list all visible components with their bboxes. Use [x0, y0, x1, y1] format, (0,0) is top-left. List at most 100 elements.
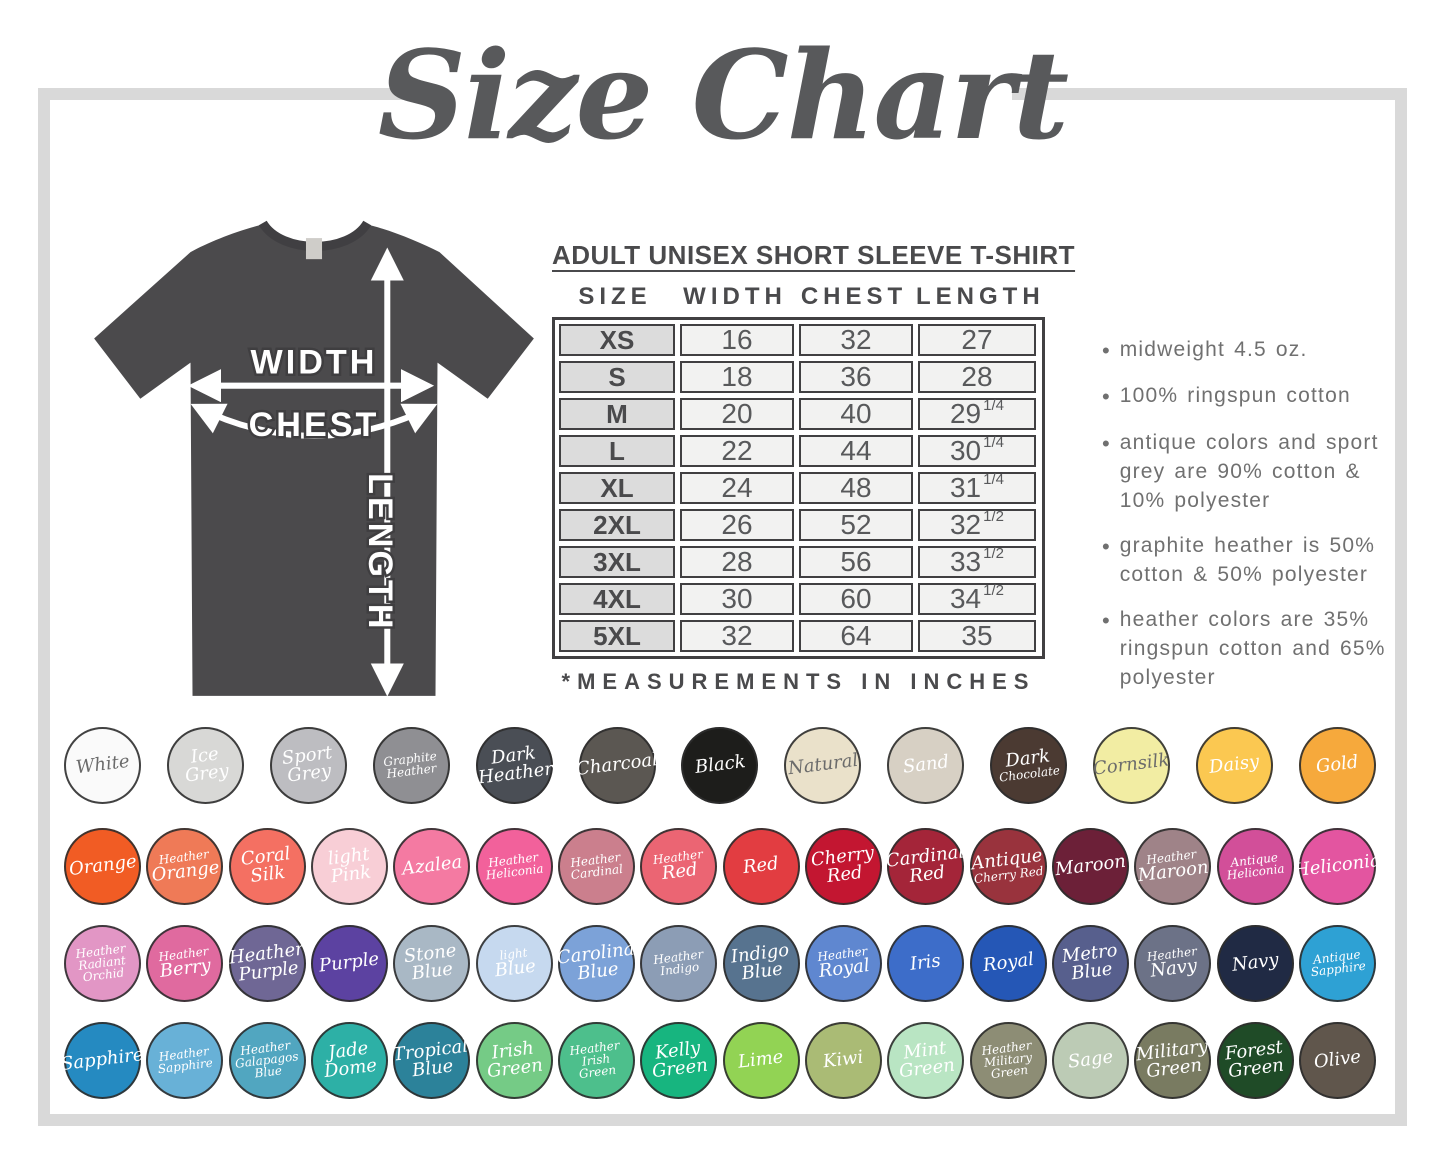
color-swatch-heather-red: Heather Red [640, 828, 718, 905]
width-cell-l: 22 [680, 435, 794, 467]
color-swatch-navy: Navy [1216, 925, 1294, 1002]
color-swatch-red: Red [722, 828, 800, 905]
color-swatch-stone-blue: Stone Blue [393, 925, 471, 1002]
size-cell-l: L [559, 435, 675, 467]
size-table-heading: ADULT UNISEX SHORT SLEEVE T-SHIRT [552, 240, 1076, 270]
length-fraction: 1/2 [983, 507, 1004, 525]
frame-border-top-left [38, 88, 405, 100]
swatch-row-4: Sapphire Heather Sapphire Heather Galapagos B… [60, 1022, 1376, 1099]
swatch-label: White [74, 751, 131, 779]
color-swatch-heather-berry: Heather Berry [146, 925, 224, 1002]
swatch-label: Heather Royal [816, 944, 871, 983]
swatch-label: Forest Green [1223, 1036, 1286, 1083]
swatch-label: Heather Cardinal [569, 850, 625, 883]
color-swatch-heliconia: Heliconia [1293, 828, 1382, 905]
size-cell-m: M [559, 398, 675, 430]
column-header-size: SIZE [578, 283, 652, 310]
color-swatch-royal: Royal [969, 925, 1047, 1002]
color-swatch-heather-heliconia: Heather Heliconia [475, 828, 553, 905]
swatch-label: Heather Military Green [980, 1038, 1033, 1082]
width-cell-xl: 24 [680, 472, 794, 504]
color-swatch-jade-dome: Jade Dome [310, 1022, 388, 1099]
size-cell-2xl: 2XL [559, 509, 675, 541]
width-cell-xs: 16 [680, 324, 794, 356]
bullet-dot: • [1102, 430, 1110, 456]
color-swatch-kiwi: Kiwi [804, 1022, 882, 1099]
color-swatch-cardinal-red: Cardinal Red [884, 828, 965, 905]
color-swatch-antique-heliconia: Antique Heliconia [1216, 828, 1294, 905]
color-swatch-heather-galapagos-blue: Heather Galapagos Blue [228, 1022, 306, 1099]
color-swatch-heather-navy: Heather Navy [1134, 925, 1212, 1002]
swatch-label: Cardinal Red [884, 841, 965, 888]
swatch-label: Coral Silk [240, 843, 292, 888]
width-cell-5xl: 32 [680, 620, 794, 652]
length-fraction: 1/2 [983, 544, 1004, 562]
color-swatch-heather-maroon: Heather Maroon [1134, 828, 1212, 905]
note-text: graphite heather is 50% cotton & 50% pol… [1119, 533, 1376, 586]
length-cell-l: 30 1/4 [918, 435, 1036, 467]
swatch-label: Black [693, 751, 747, 779]
length-cell-2xl: 32 1/2 [918, 509, 1036, 541]
color-swatch-sapphire: Sapphire [60, 1022, 145, 1099]
frame-border-left [38, 88, 50, 1126]
column-header-width: WIDTH [683, 283, 787, 310]
swatch-label: Military Green [1134, 1035, 1209, 1083]
swatch-label: Red [742, 853, 781, 879]
size-cell-xl: XL [559, 472, 675, 504]
swatch-label: Heliconia [1292, 850, 1382, 882]
tshirt-neck-tag [305, 238, 323, 260]
swatch-label: Jade Dome [322, 1037, 379, 1083]
color-swatch-antique-sapphire: Antique Sapphire [1298, 925, 1376, 1002]
swatch-label: Dark Heather [476, 742, 554, 789]
width-cell-m: 20 [680, 398, 794, 430]
swatch-label: Heather Heliconia [485, 850, 545, 883]
color-swatch-cherry-red: Cherry Red [804, 828, 882, 905]
note-item: • antique colors and sport grey are 90% c… [1102, 429, 1402, 516]
color-swatch-heather-sapphire: Heather Sapphire [146, 1022, 224, 1099]
note-item: • heather colors are 35% ringspun cotton … [1102, 606, 1402, 693]
swatch-label: Maroon [1053, 851, 1127, 881]
swatch-label: Kelly Green [650, 1037, 709, 1083]
color-swatch-purple: Purple [310, 925, 388, 1002]
color-swatch-indigo-blue: Indigo Blue [722, 925, 800, 1002]
chest-cell-4xl: 60 [799, 583, 913, 615]
chest-cell-3xl: 56 [799, 546, 913, 578]
chest-label: CHEST [249, 406, 380, 444]
bullet-dot: • [1102, 338, 1110, 363]
chest-cell-l: 44 [799, 435, 913, 467]
length-fraction: 1/4 [983, 470, 1004, 488]
color-swatch-natural: Natural [784, 727, 862, 804]
note-text: antique colors and sport grey are 90% co… [1119, 430, 1379, 512]
color-swatch-carolina-blue: Carolina Blue [555, 925, 635, 1002]
color-swatch-forest-green: Forest Green [1216, 1022, 1294, 1099]
page-title: Size Chart [377, 23, 1069, 167]
note-text: midweight 4.5 oz. [1119, 338, 1308, 361]
chest-cell-5xl: 64 [799, 620, 913, 652]
width-cell-2xl: 26 [680, 509, 794, 541]
color-swatch-iris: Iris [887, 925, 965, 1002]
swatch-row-3: Heather Radiant Orchid Heather Berry Heather P… [64, 925, 1376, 1002]
swatch-label: Lime [737, 1046, 785, 1074]
length-cell-5xl: 35 [918, 620, 1036, 652]
color-swatch-sand: Sand [887, 727, 965, 804]
color-swatch-heather-royal: Heather Royal [804, 925, 882, 1002]
tshirt-diagram: WIDTH CHEST LENGTH [94, 220, 534, 697]
swatch-label: Heather Purple [227, 938, 305, 987]
swatch-label: Natural [786, 750, 859, 780]
color-swatch-heather-military-green: Heather Military Green [969, 1022, 1047, 1099]
frame-border-right [1395, 88, 1407, 1126]
color-swatch-gold: Gold [1298, 727, 1376, 804]
color-swatch-metro-blue: Metro Blue [1051, 925, 1129, 1002]
length-cell-3xl: 33 1/2 [918, 546, 1036, 578]
chest-cell-s: 36 [799, 361, 913, 393]
color-swatch-graphite-heather: Graphite Heather [372, 727, 450, 804]
color-swatch-dark-heather: Dark Heather [475, 727, 554, 804]
color-swatch-light-pink: light Pink [310, 828, 388, 905]
swatch-label: Purple [318, 948, 381, 977]
swatch-label: Irish Green [486, 1037, 545, 1083]
fabric-notes: • midweight 4.5 oz. • 100% ringspun cotton •… [1102, 336, 1402, 708]
length-cell-m: 29 1/4 [918, 398, 1036, 430]
swatch-label: Heather Red [651, 847, 704, 885]
chest-cell-xs: 32 [799, 324, 913, 356]
